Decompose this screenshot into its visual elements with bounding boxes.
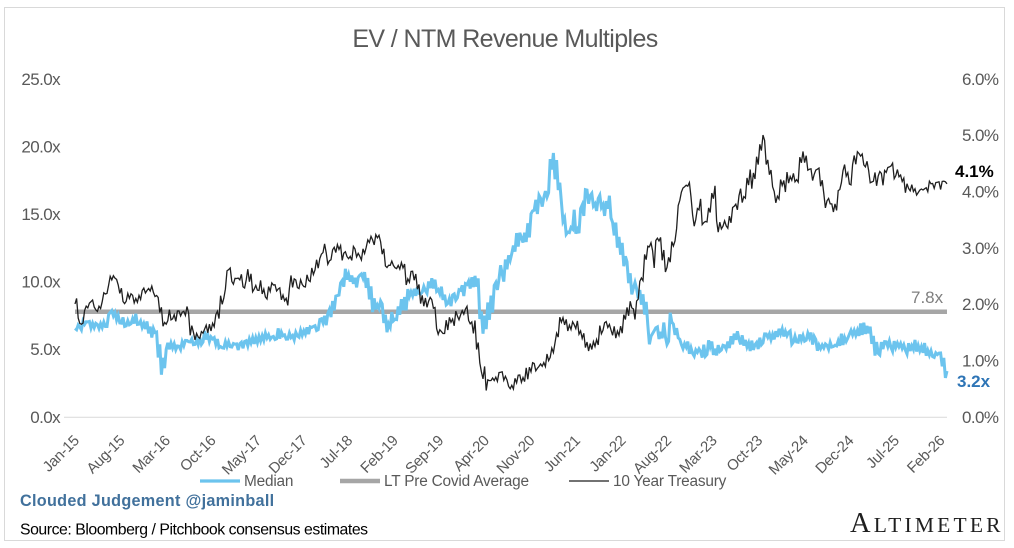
svg-text:Median: Median [244, 473, 293, 490]
svg-text:15.0x: 15.0x [21, 205, 61, 224]
svg-text:4.0%: 4.0% [962, 183, 999, 202]
svg-text:10 Year Treasury: 10 Year Treasury [613, 473, 727, 490]
svg-text:5.0%: 5.0% [962, 126, 999, 145]
svg-text:10.0x: 10.0x [21, 273, 61, 292]
svg-text:2.0%: 2.0% [962, 295, 999, 314]
svg-text:Clouded Judgement @jaminball: Clouded Judgement @jaminball [20, 492, 274, 510]
svg-text:25.0x: 25.0x [21, 70, 61, 89]
svg-text:ALTIMETER: ALTIMETER [850, 508, 1004, 539]
svg-text:7.8x: 7.8x [911, 288, 944, 307]
svg-text:20.0x: 20.0x [21, 137, 61, 156]
svg-text:Source: Bloomberg / Pitchbook: Source: Bloomberg / Pitchbook consensus … [20, 522, 368, 539]
svg-text:LT Pre Covid Average: LT Pre Covid Average [384, 473, 529, 490]
svg-text:3.2x: 3.2x [957, 372, 991, 391]
svg-text:0.0%: 0.0% [962, 408, 999, 427]
svg-text:5.0x: 5.0x [30, 340, 61, 359]
svg-text:4.1%: 4.1% [955, 162, 994, 181]
svg-text:0.0x: 0.0x [30, 408, 61, 427]
svg-text:3.0%: 3.0% [962, 239, 999, 258]
svg-text:1.0%: 1.0% [962, 352, 999, 371]
svg-text:6.0%: 6.0% [962, 70, 999, 89]
svg-text:EV / NTM Revenue Multiples: EV / NTM Revenue Multiples [352, 25, 657, 53]
